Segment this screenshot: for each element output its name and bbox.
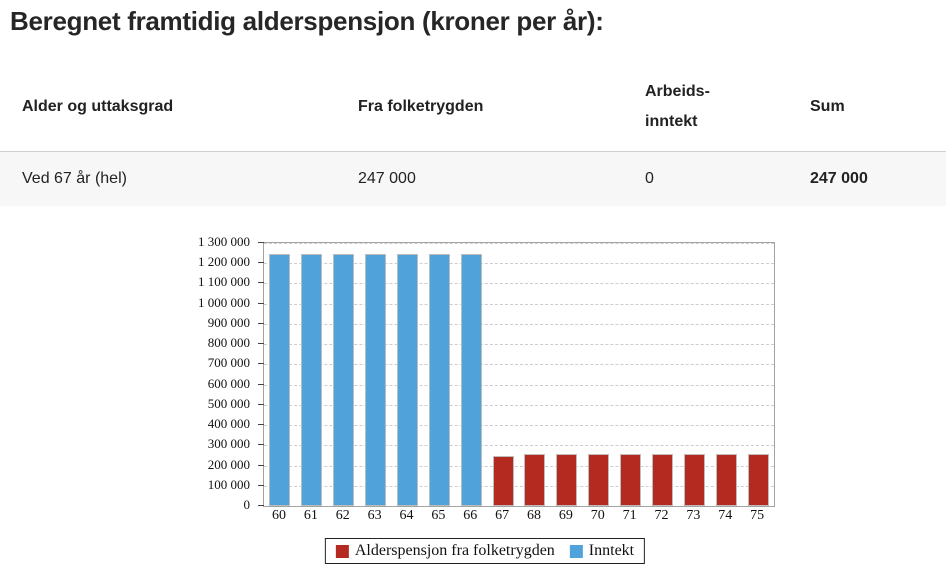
column-header-sum: Sum bbox=[810, 97, 845, 115]
y-axis-tick bbox=[258, 343, 264, 345]
y-axis-label: 1 200 000 bbox=[198, 254, 250, 270]
y-axis-tick bbox=[258, 464, 264, 466]
plot-area bbox=[263, 242, 775, 507]
pension-bar-chart: Alderspensjon fra folketrygden Inntekt 0 1… bbox=[133, 234, 893, 579]
y-axis-label: 600 000 bbox=[207, 375, 250, 391]
x-axis-label: 60 bbox=[271, 508, 286, 523]
bar-62 bbox=[333, 254, 355, 506]
y-gridline bbox=[264, 425, 774, 427]
cell-sum: 247 000 bbox=[810, 170, 868, 187]
y-axis-label: 100 000 bbox=[207, 476, 250, 492]
y-gridline bbox=[264, 303, 774, 305]
x-axis-label: 63 bbox=[367, 508, 382, 523]
y-axis-label: 1 000 000 bbox=[198, 294, 250, 310]
bar-73 bbox=[683, 454, 705, 506]
y-axis-label: 300 000 bbox=[207, 436, 250, 452]
y-gridline bbox=[264, 465, 774, 467]
x-axis-label: 65 bbox=[431, 508, 446, 523]
x-axis-label: 64 bbox=[399, 508, 414, 523]
bar-64 bbox=[396, 254, 418, 506]
y-axis-label: 900 000 bbox=[207, 314, 250, 330]
bar-75 bbox=[747, 454, 769, 506]
pension-result-table: Alder og uttaksgrad Fra folketrygden Arb… bbox=[0, 62, 946, 206]
bar-69 bbox=[556, 454, 578, 506]
bar-68 bbox=[524, 454, 546, 506]
table-row: Ved 67 år (hel) 247 000 0 247 000 bbox=[0, 151, 946, 206]
column-header-arbeidsinntekt: Arbeids- inntekt bbox=[645, 77, 810, 137]
y-axis-tick bbox=[258, 322, 264, 324]
column-header-alder-og-uttaksgrad: Alder og uttaksgrad bbox=[22, 97, 174, 115]
y-axis-tick bbox=[258, 403, 264, 405]
column-header-arbeidsinntekt-line2: inntekt bbox=[645, 112, 698, 130]
y-axis-tick bbox=[258, 505, 264, 506]
y-axis-tick bbox=[258, 302, 264, 304]
y-gridline bbox=[264, 384, 774, 386]
bar-60 bbox=[269, 254, 291, 506]
chart-legend: Alderspensjon fra folketrygden Inntekt bbox=[324, 538, 646, 564]
bar-72 bbox=[651, 454, 673, 506]
y-gridline bbox=[264, 344, 774, 346]
y-axis-label: 700 000 bbox=[207, 355, 250, 371]
y-axis-label: 1 300 000 bbox=[198, 234, 250, 249]
x-axis-label: 72 bbox=[654, 508, 669, 523]
x-axis-label: 69 bbox=[558, 508, 573, 523]
bar-71 bbox=[620, 454, 642, 506]
column-header-fra-folketrygden: Fra folketrygden bbox=[358, 97, 484, 115]
y-gridline bbox=[264, 404, 774, 406]
y-gridline bbox=[264, 263, 774, 265]
table-header-row: Alder og uttaksgrad Fra folketrygden Arb… bbox=[0, 62, 946, 151]
y-axis-label: 1 100 000 bbox=[198, 274, 250, 290]
y-axis-label: 200 000 bbox=[207, 456, 250, 472]
y-gridline bbox=[264, 364, 774, 366]
x-axis-label: 70 bbox=[590, 508, 605, 523]
x-axis-label: 61 bbox=[303, 508, 318, 523]
bar-74 bbox=[715, 454, 737, 506]
y-axis-tick bbox=[258, 262, 264, 264]
legend-label: Alderspensjon fra folketrygden bbox=[354, 542, 555, 559]
y-axis-tick bbox=[258, 242, 264, 243]
y-gridline bbox=[264, 323, 774, 325]
y-axis-tick bbox=[258, 383, 264, 385]
bar-67 bbox=[492, 456, 514, 506]
y-gridline bbox=[264, 283, 774, 285]
cell-fra-folketrygden: 247 000 bbox=[358, 170, 416, 187]
x-axis-label: 67 bbox=[495, 508, 510, 523]
x-axis-label: 73 bbox=[686, 508, 701, 523]
legend-swatch bbox=[335, 544, 349, 558]
x-axis-label: 66 bbox=[463, 508, 478, 523]
y-gridline bbox=[264, 243, 774, 244]
legend-swatch bbox=[569, 544, 583, 558]
legend-item: Alderspensjon fra folketrygden bbox=[335, 542, 555, 560]
column-header-arbeidsinntekt-line1: Arbeids- bbox=[645, 82, 710, 100]
y-gridline bbox=[264, 445, 774, 447]
x-axis-label: 71 bbox=[622, 508, 637, 523]
y-gridline bbox=[264, 485, 774, 487]
y-axis-label: 400 000 bbox=[207, 416, 250, 432]
y-axis-tick bbox=[258, 282, 264, 284]
cell-alder: Ved 67 år (hel) bbox=[22, 170, 127, 187]
bar-70 bbox=[588, 454, 610, 506]
bar-65 bbox=[428, 254, 450, 506]
legend-label: Inntekt bbox=[588, 542, 635, 559]
page-title: Beregnet framtidig alderspensjon (kroner… bbox=[10, 6, 604, 36]
bar-63 bbox=[365, 254, 387, 506]
legend-item: Inntekt bbox=[569, 542, 635, 560]
x-axis-label: 68 bbox=[526, 508, 541, 523]
y-axis-tick bbox=[258, 484, 264, 486]
y-axis-tick bbox=[258, 444, 264, 446]
x-axis-label: 75 bbox=[750, 508, 765, 523]
y-axis-tick bbox=[258, 363, 264, 365]
bar-66 bbox=[460, 254, 482, 506]
y-axis-label: 0 bbox=[243, 497, 251, 512]
cell-arbeidsinntekt: 0 bbox=[645, 170, 654, 187]
y-axis-label: 500 000 bbox=[207, 395, 250, 411]
y-axis-tick bbox=[258, 424, 264, 426]
x-axis-label: 62 bbox=[335, 508, 350, 523]
bar-61 bbox=[301, 254, 323, 506]
y-axis-label: 800 000 bbox=[207, 335, 250, 351]
x-axis-label: 74 bbox=[718, 508, 733, 523]
